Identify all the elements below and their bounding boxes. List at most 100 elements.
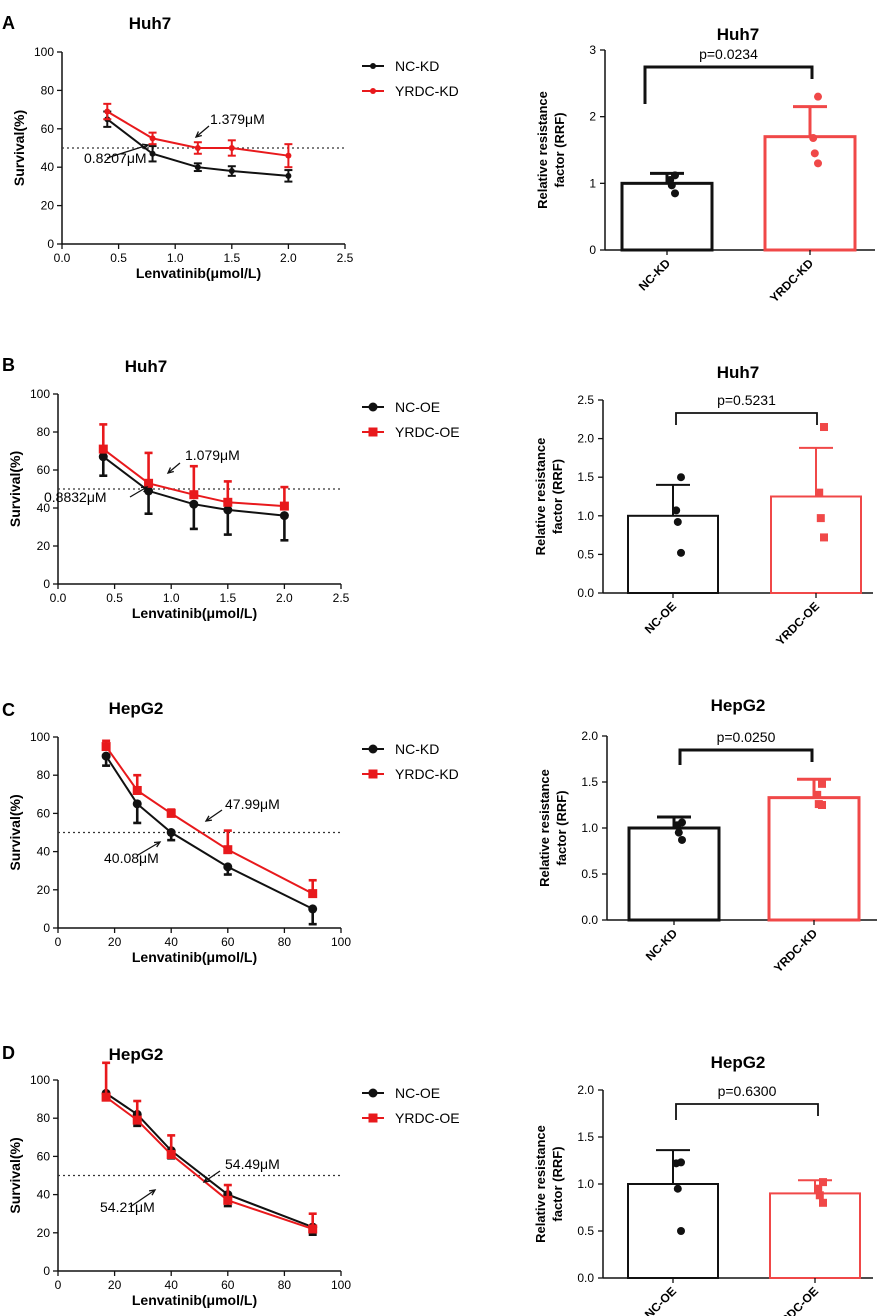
y-tick-label: 1.5 <box>577 1130 594 1144</box>
bar-group-YRDC-OE <box>770 423 862 594</box>
annotation-arrow <box>106 144 149 159</box>
annotation-arrowhead <box>141 143 150 150</box>
y-tick-label: 20 <box>37 539 51 553</box>
legend-label: NC-KD <box>395 58 439 74</box>
legend-marker <box>368 744 378 754</box>
y-axis-label-line: Relative resistance <box>533 438 548 556</box>
y-tick-label: 0.5 <box>581 867 598 881</box>
x-tick-label: 100 <box>331 1278 351 1292</box>
data-point <box>223 1195 233 1205</box>
bar-group-YRDC-KD <box>763 92 857 252</box>
y-tick-label: 0.0 <box>577 1271 594 1285</box>
data-point <box>132 785 142 795</box>
legend-item: NC-OE <box>362 1085 440 1101</box>
y-tick-label: 80 <box>37 425 51 439</box>
legend-item: YRDC-KD <box>362 83 459 99</box>
survival-chart-6: D HepG2 0 20 40 60 80 100 0 20 40 60 80 100 Lenvatinib… <box>2 1043 460 1308</box>
category-label: YRDC-OE <box>772 1284 821 1316</box>
data-point <box>820 533 828 542</box>
annotation-arrowhead <box>148 1189 157 1196</box>
y-tick-label: 20 <box>37 1226 51 1240</box>
legend-marker <box>368 402 378 412</box>
y-tick-label: 0.0 <box>577 586 594 600</box>
y-axis-label-line: Relative resistance <box>533 1125 548 1243</box>
x-axis-label: Lenvatinib(μmol/L) <box>136 265 261 281</box>
data-point <box>189 490 199 500</box>
x-tick-label: 1.5 <box>219 591 236 605</box>
x-tick-label: 40 <box>165 1278 179 1292</box>
significance-bracket <box>675 1103 819 1120</box>
p-value-label: p=0.0250 <box>717 729 776 745</box>
data-point <box>285 152 292 159</box>
legend-item: NC-KD <box>362 741 439 757</box>
x-tick-label: 0 <box>55 935 62 949</box>
x-tick-label: 2.5 <box>333 591 350 605</box>
data-point <box>228 168 235 175</box>
ic50-annotation: 0.8207μM <box>84 150 147 166</box>
y-tick-label: 2.0 <box>581 729 598 743</box>
data-point <box>815 488 824 497</box>
y-tick-label: 0.0 <box>581 913 598 927</box>
y-tick-label: 60 <box>37 463 51 477</box>
annotation-arrow <box>137 841 161 856</box>
significance-bracket <box>643 65 814 104</box>
legend-label: YRDC-KD <box>395 766 459 782</box>
data-point <box>678 835 686 844</box>
legend-marker <box>370 88 376 94</box>
annotation-arrowhead <box>194 131 202 138</box>
annotation-arrowhead <box>202 1176 211 1183</box>
data-point <box>814 800 823 809</box>
y-tick-label: 1.0 <box>577 509 594 523</box>
data-point <box>677 1158 685 1167</box>
y-axis-label: Survival(%) <box>7 794 23 870</box>
data-point <box>194 145 201 151</box>
series-NC-KD <box>101 751 318 926</box>
bar-group-NC-KD <box>620 171 714 252</box>
chart-title: Huh7 <box>125 357 168 376</box>
y-axis-label-line: Relative resistance <box>537 769 552 887</box>
x-tick-label: 0 <box>55 1278 62 1292</box>
x-axis-label: Lenvatinib(μmol/L) <box>132 605 257 621</box>
category-label: YRDC-OE <box>773 599 822 648</box>
category-label: NC-KD <box>636 256 673 293</box>
category-label: YRDC-KD <box>767 256 816 305</box>
survival-chart-4: C HepG2 0 20 40 60 80 100 0 20 40 60 80 100 Lenvatinib… <box>2 699 459 965</box>
bar <box>769 1192 861 1280</box>
data-point <box>814 159 822 168</box>
y-tick-label: 0 <box>47 237 54 251</box>
survival-chart-0: A Huh7 0 20 40 60 80 100 0.0 0.5 1.0 1.5 2.0 2.5 Lenva… <box>2 13 459 281</box>
data-point <box>223 505 233 515</box>
y-tick-label: 80 <box>41 83 55 97</box>
p-value-label: p=0.5231 <box>717 392 776 408</box>
annotation-arrow <box>195 125 210 138</box>
y-axis-label: Relative resistance factor (RRF) <box>535 91 567 209</box>
data-point <box>279 511 289 521</box>
data-point <box>820 423 828 432</box>
bar <box>770 495 862 594</box>
y-axis-label-line: factor (RRF) <box>550 1146 565 1221</box>
x-tick-label: 0.0 <box>54 251 71 265</box>
y-tick-label: 2.0 <box>577 432 594 446</box>
data-point <box>308 904 318 914</box>
category-label: NC-OE <box>642 599 679 636</box>
chart-title: Huh7 <box>129 14 172 33</box>
panel-label: B <box>2 355 15 375</box>
data-point <box>814 1184 823 1193</box>
significance-bracket <box>675 412 818 425</box>
annotation-arrow <box>129 486 148 498</box>
y-tick-label: 3 <box>589 43 596 57</box>
annotation-arrowhead <box>166 467 174 474</box>
bar <box>620 181 714 252</box>
legend-label: NC-OE <box>395 399 440 415</box>
ic50-annotation: 47.99μM <box>225 796 280 812</box>
y-tick-label: 80 <box>37 1111 51 1125</box>
category-label: YRDC-KD <box>771 926 820 975</box>
y-tick-label: 0 <box>43 577 50 591</box>
data-point <box>144 478 154 488</box>
rrf-chart-5: HepG2 0.0 0.5 1.0 1.5 2.0 Relative resistance f… <box>537 696 877 975</box>
y-tick-label: 100 <box>30 730 50 744</box>
y-axis-label-text: Relative resistance factor (RRF) <box>535 91 567 209</box>
survival-chart-2: B Huh7 0 20 40 60 80 100 0.0 0.5 1.0 1.5 2.0 2.5 Lenva… <box>2 355 460 621</box>
category-label: NC-OE <box>642 1284 679 1316</box>
y-tick-label: 60 <box>41 122 55 136</box>
